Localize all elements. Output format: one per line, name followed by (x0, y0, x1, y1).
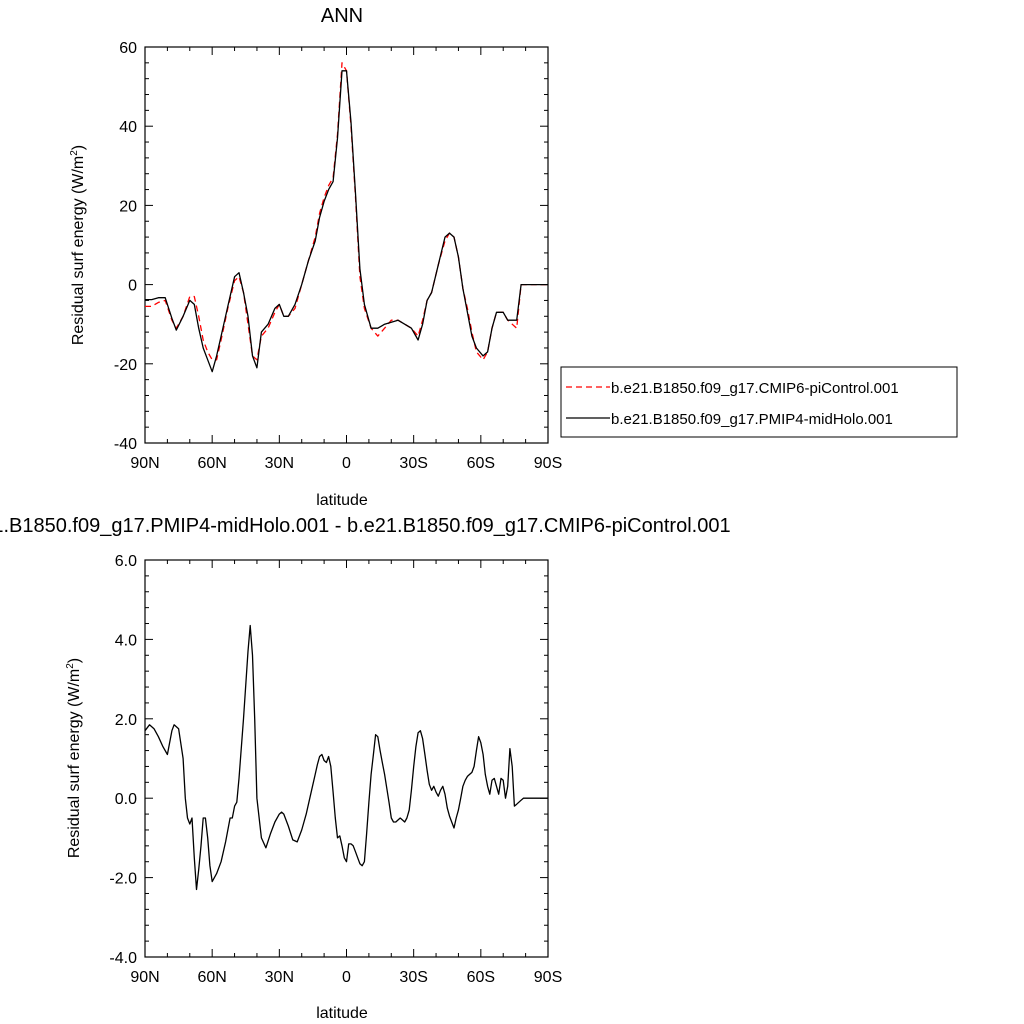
top-xtick-label-4: 30S (399, 455, 427, 472)
bottom-ytick-label-3: 2.0 (115, 712, 137, 729)
top-xtick-label-3: 0 (342, 455, 351, 472)
top-ytick-label-3: 20 (119, 198, 137, 215)
bottom-xtick-label-1: 60N (197, 969, 226, 986)
legend: b.e21.B1850.f09_g17.CMIP6-piControl.001 … (560, 366, 958, 438)
top-ytick-label-1: -20 (114, 357, 137, 374)
top-ytick-label-0: -40 (114, 436, 137, 453)
bottom-panel-ylabel: Residual surf energy (W/m2) (65, 658, 83, 858)
top-xtick-label-5: 60S (467, 455, 495, 472)
top-panel-xlabel: latitude (316, 492, 368, 509)
top-panel-ylabel: Residual surf energy (W/m2) (69, 145, 87, 345)
legend-label-midholo: b.e21.B1850.f09_g17.PMIP4-midHolo.001 (611, 411, 893, 428)
bottom-panel-ticks: 90N 60N 30N 0 30S 60S 90S -4.0 -2.0 0.0 2.0 4.0 6.0 (109, 553, 562, 986)
bottom-ytick-label-2: 0.0 (115, 791, 137, 808)
top-panel-title: ANN (321, 5, 363, 27)
top-panel: ANN 90N 60N 30N 0 30S 60S 90S -40 -20 0 20 40 60 lat… (69, 5, 958, 509)
bottom-xtick-label-0: 90N (130, 969, 159, 986)
top-ytick-label-4: 40 (119, 119, 137, 136)
bottom-ytick-label-1: -2.0 (109, 871, 137, 888)
bottom-ytick-label-0: -4.0 (109, 950, 137, 967)
bottom-panel: b.e21.B1850.f09_g17.PMIP4-midHolo.001 - … (0, 515, 731, 1022)
bottom-panel-xlabel: latitude (316, 1005, 368, 1022)
top-xtick-label-2: 30N (265, 455, 294, 472)
bottom-xtick-label-4: 30S (399, 969, 427, 986)
top-panel-lines (145, 62, 548, 373)
bottom-panel-lines (144, 624, 548, 891)
top-xtick-label-1: 60N (197, 455, 226, 472)
bottom-xtick-label-2: 30N (265, 969, 294, 986)
bottom-xtick-label-5: 60S (467, 969, 495, 986)
top-ytick-label-2: 0 (128, 278, 137, 295)
top-panel-frame (144, 46, 549, 444)
legend-label-picontrol: b.e21.B1850.f09_g17.CMIP6-piControl.001 (611, 380, 899, 397)
legend-box (560, 366, 958, 438)
top-xtick-label-6: 90S (534, 455, 562, 472)
bottom-xtick-label-6: 90S (534, 969, 562, 986)
top-xtick-label-0: 90N (130, 455, 159, 472)
top-series-line-0 (145, 62, 548, 361)
top-series-line-1 (145, 70, 548, 373)
bottom-panel-frame (144, 559, 549, 958)
bottom-series-line-0 (144, 624, 548, 891)
bottom-ytick-label-4: 4.0 (115, 632, 137, 649)
bottom-ytick-label-5: 6.0 (115, 553, 137, 570)
top-panel-ticks: 90N 60N 30N 0 30S 60S 90S -40 -20 0 20 40 60 (114, 40, 562, 472)
bottom-xtick-label-3: 0 (342, 969, 351, 986)
top-ytick-label-5: 60 (119, 40, 137, 57)
bottom-panel-title: b.e21.B1850.f09_g17.PMIP4-midHolo.001 - … (0, 515, 731, 537)
